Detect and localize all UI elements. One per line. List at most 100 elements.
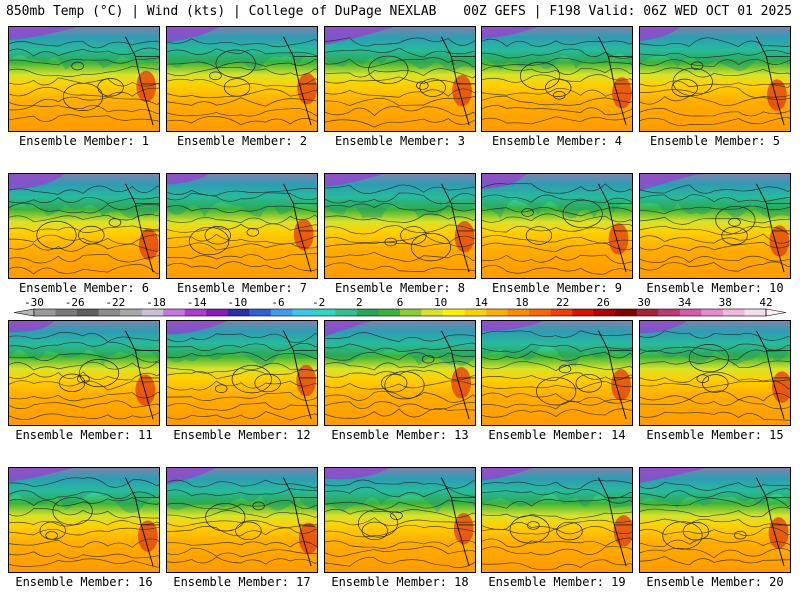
colorbar-segment	[378, 309, 401, 316]
colorbar-segment	[120, 309, 143, 316]
colorbar-segment	[55, 309, 78, 316]
ensemble-panel: Ensemble Member: 9	[481, 173, 633, 295]
colorbar-segment	[658, 309, 681, 316]
colorbar-segment	[679, 309, 702, 316]
ensemble-member-label: Ensemble Member: 16	[15, 575, 153, 589]
ensemble-panel: Ensemble Member: 4	[481, 26, 633, 148]
ensemble-map	[639, 26, 791, 132]
ensemble-member-label: Ensemble Member: 11	[15, 428, 153, 442]
ensemble-panel: Ensemble Member: 17	[166, 467, 318, 589]
ensemble-member-label: Ensemble Member: 13	[331, 428, 469, 442]
ensemble-panel: Ensemble Member: 12	[166, 320, 318, 442]
colorbar-tick-label: 30	[637, 296, 650, 309]
colorbar-tick-label: -30	[24, 296, 44, 309]
ensemble-panel: Ensemble Member: 7	[166, 173, 318, 295]
colorbar-segment	[421, 309, 444, 316]
colorbar-segment	[163, 309, 186, 316]
ensemble-map	[324, 467, 476, 573]
ensemble-member-label: Ensemble Member: 18	[331, 575, 469, 589]
title-right: 00Z GEFS | F198 Valid: 06Z WED OCT 01 20…	[463, 4, 792, 19]
ensemble-member-label: Ensemble Member: 14	[488, 428, 626, 442]
ensemble-map	[481, 173, 633, 279]
colorbar-right-arrow	[765, 308, 787, 317]
colorbar-tick-label: -2	[312, 296, 325, 309]
ensemble-panel: Ensemble Member: 13	[324, 320, 476, 442]
ensemble-map	[8, 467, 160, 573]
ensemble-panel: Ensemble Member: 19	[481, 467, 633, 589]
colorbar-segment	[550, 309, 573, 316]
colorbar-tick-label: 6	[397, 296, 404, 309]
colorbar-tick-label: 22	[556, 296, 569, 309]
ensemble-member-label: Ensemble Member: 10	[646, 281, 784, 295]
ensemble-panel: Ensemble Member: 20	[639, 467, 791, 589]
colorbar-tick-label: 10	[434, 296, 447, 309]
colorbar-tick-label: 42	[759, 296, 772, 309]
ensemble-panel: Ensemble Member: 10	[639, 173, 791, 295]
ensemble-member-label: Ensemble Member: 2	[176, 134, 308, 148]
colorbar-segment	[529, 309, 552, 316]
colorbar-segment	[98, 309, 121, 316]
colorbar-segment	[593, 309, 616, 316]
ensemble-map	[481, 467, 633, 573]
colorbar-segment	[141, 309, 164, 316]
ensemble-map	[166, 26, 318, 132]
ensemble-map	[639, 173, 791, 279]
ensemble-panel: Ensemble Member: 16	[8, 467, 160, 589]
colorbar-tick-label: -26	[65, 296, 85, 309]
ensemble-member-label: Ensemble Member: 15	[646, 428, 784, 442]
ensemble-member-label: Ensemble Member: 9	[491, 281, 623, 295]
colorbar-segment	[464, 309, 487, 316]
ensemble-panel: Ensemble Member: 8	[324, 173, 476, 295]
colorbar-segment	[313, 309, 336, 316]
colorbar-segment	[443, 309, 465, 316]
ensemble-map	[8, 26, 160, 132]
ensemble-map	[166, 173, 318, 279]
colorbar-tick-label: -22	[105, 296, 125, 309]
ensemble-map	[166, 467, 318, 573]
colorbar-segment	[249, 309, 272, 316]
colorbar-tick-label: -18	[146, 296, 166, 309]
colorbar-segment	[486, 309, 509, 316]
ensemble-panel: Ensemble Member: 1	[8, 26, 160, 148]
ensemble-member-label: Ensemble Member: 8	[334, 281, 466, 295]
ensemble-member-label: Ensemble Member: 4	[491, 134, 623, 148]
ensemble-member-label: Ensemble Member: 6	[18, 281, 150, 295]
colorbar-tick-label: 26	[597, 296, 610, 309]
colorbar-tick-label: 38	[719, 296, 732, 309]
ensemble-map	[8, 173, 160, 279]
ensemble-panel: Ensemble Member: 14	[481, 320, 633, 442]
colorbar-segment	[292, 309, 315, 316]
colorbar-segment	[34, 309, 56, 316]
colorbar-segment	[615, 309, 638, 316]
ensemble-map	[481, 320, 633, 426]
colorbar-segment	[206, 309, 229, 316]
ensemble-member-label: Ensemble Member: 12	[173, 428, 311, 442]
ensemble-map	[166, 320, 318, 426]
colorbar-segment	[400, 309, 422, 316]
colorbar-tick-label: -6	[271, 296, 284, 309]
color-scale-bar: -30 -26 -22 -18 -14 -10 -6 -2 2 6 10 14 18 22 26 30 34 38…	[13, 296, 787, 317]
colorbar-tick-label: 14	[475, 296, 489, 309]
colorbar-tick-label: 2	[356, 296, 363, 309]
ensemble-map	[324, 26, 476, 132]
ensemble-map	[639, 320, 791, 426]
ensemble-panel: Ensemble Member: 6	[8, 173, 160, 295]
colorbar-segment	[77, 309, 99, 316]
ensemble-map	[639, 467, 791, 573]
ensemble-panel: Ensemble Member: 18	[324, 467, 476, 589]
ensemble-member-label: Ensemble Member: 20	[646, 575, 784, 589]
colorbar-segment	[507, 309, 530, 316]
ensemble-member-label: Ensemble Member: 7	[176, 281, 308, 295]
colorbar-segment	[572, 309, 595, 316]
colorbar-left-arrow	[13, 308, 35, 317]
ensemble-member-label: Ensemble Member: 5	[649, 134, 781, 148]
colorbar-segment	[335, 309, 358, 316]
ensemble-member-label: Ensemble Member: 19	[488, 575, 626, 589]
ensemble-map	[324, 173, 476, 279]
ensemble-panel: Ensemble Member: 2	[166, 26, 318, 148]
ensemble-map	[324, 320, 476, 426]
colorbar-segment	[227, 309, 250, 316]
colorbar-tick-label: 18	[515, 296, 528, 309]
ensemble-panel: Ensemble Member: 15	[639, 320, 791, 442]
colorbar-tick-label: 34	[678, 296, 692, 309]
